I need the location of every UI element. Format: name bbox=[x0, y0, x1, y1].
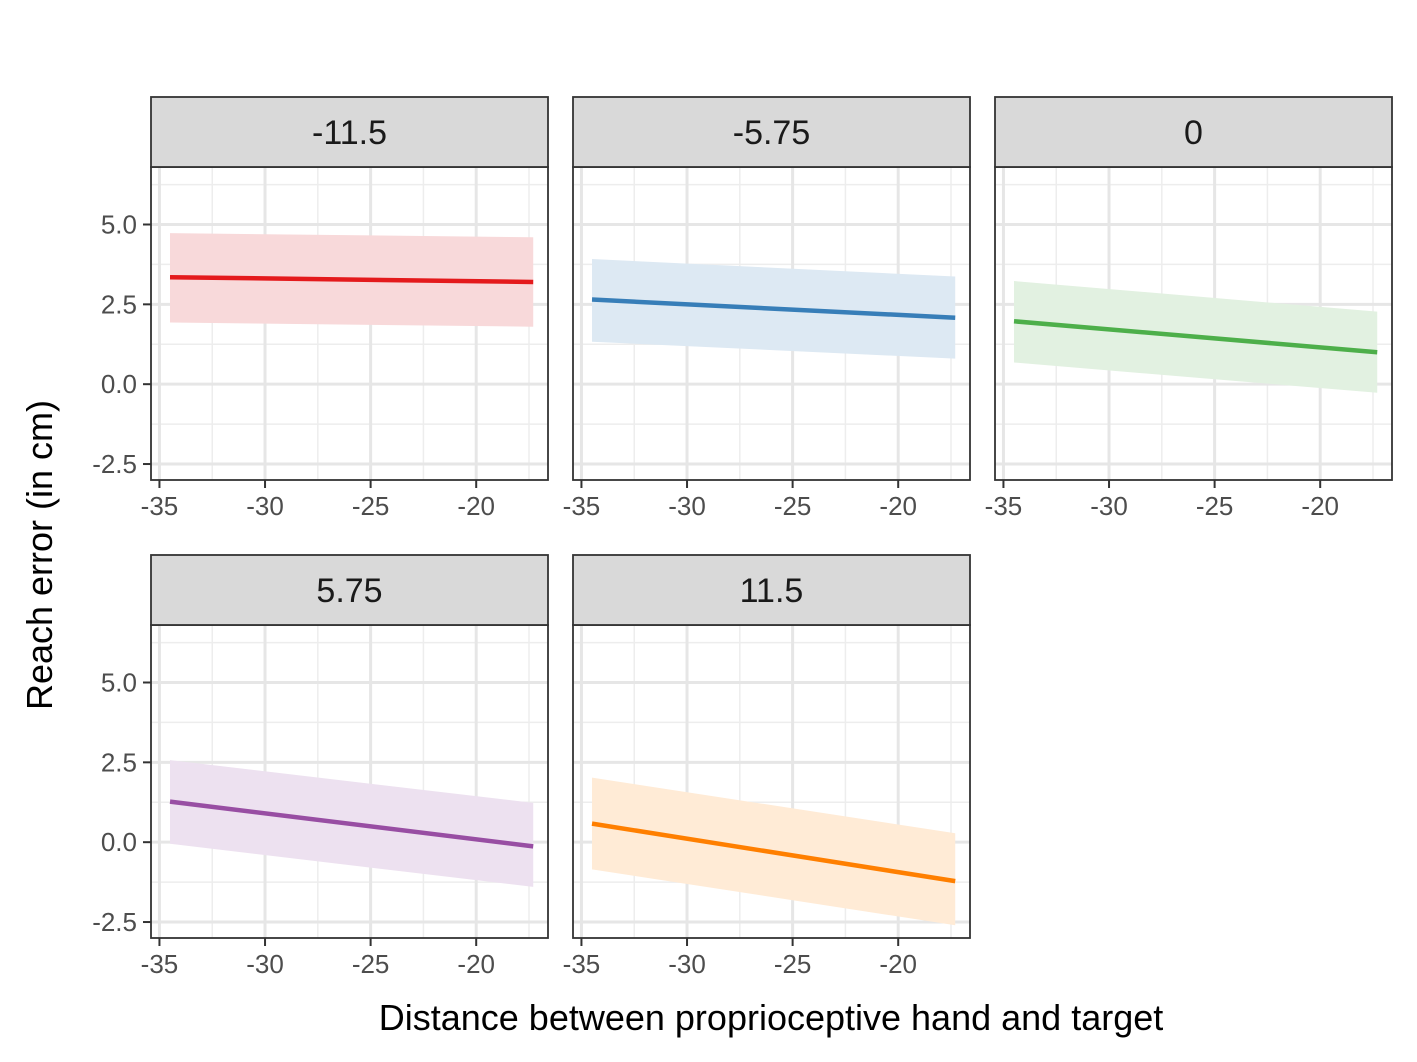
x-tick-label: -25 bbox=[774, 949, 812, 979]
x-axis-title: Distance between proprioceptive hand and… bbox=[379, 997, 1164, 1038]
y-tick-label: -2.5 bbox=[92, 449, 137, 479]
facet-panel-3: 0 -35 -30 -25 -20 bbox=[985, 96, 1393, 521]
x-tick-label: -25 bbox=[352, 949, 390, 979]
x-tick-label: -30 bbox=[246, 491, 284, 521]
y-tick-label: 5.0 bbox=[101, 667, 137, 697]
x-tick-label: -20 bbox=[1301, 491, 1339, 521]
strip-background bbox=[572, 554, 971, 626]
fit-line bbox=[591, 297, 956, 320]
facet-panel-1: -11.5 -35 -30 -25 -20 -2.5 0.0 2.5 5.0 bbox=[92, 96, 549, 521]
x-tick-label: -35 bbox=[141, 491, 179, 521]
x-tick-label: -35 bbox=[985, 491, 1023, 521]
strip-background bbox=[994, 96, 1393, 168]
strip-label: -11.5 bbox=[312, 114, 387, 152]
facet-panel-4: 5.75 -35 -30 -25 -20 -2.5 0.0 2.5 5.0 bbox=[92, 554, 549, 979]
x-tick-label: -25 bbox=[774, 491, 812, 521]
x-tick-label: -25 bbox=[352, 491, 390, 521]
y-tick-label: 2.5 bbox=[101, 747, 137, 777]
x-tick-label: -20 bbox=[879, 491, 917, 521]
y-tick-label: 5.0 bbox=[101, 209, 137, 239]
fit-line bbox=[169, 799, 534, 849]
fit-line bbox=[169, 274, 534, 285]
y-axis-title: Reach error (in cm) bbox=[19, 400, 60, 710]
strip-label: -5.75 bbox=[733, 114, 811, 152]
fit-line bbox=[591, 821, 956, 884]
x-tick-label: -35 bbox=[563, 491, 601, 521]
panels-group: -11.5 -35 -30 -25 -20 -2.5 0.0 2.5 5.0 -5.75 -35 -3… bbox=[92, 96, 1393, 979]
x-tick-label: -30 bbox=[246, 949, 284, 979]
strip-label: 5.75 bbox=[316, 572, 382, 610]
x-tick-label: -30 bbox=[1090, 491, 1128, 521]
x-tick-label: -30 bbox=[668, 491, 706, 521]
x-tick-label: -20 bbox=[457, 491, 495, 521]
facet-panel-2: -5.75 -35 -30 -25 -20 bbox=[563, 96, 971, 521]
x-tick-label: -30 bbox=[668, 949, 706, 979]
y-tick-label: 2.5 bbox=[101, 289, 137, 319]
fit-line bbox=[1013, 319, 1378, 355]
y-tick-label: 0.0 bbox=[101, 369, 137, 399]
strip-label: 11.5 bbox=[740, 572, 804, 610]
y-tick-label: -2.5 bbox=[92, 907, 137, 937]
x-tick-label: -25 bbox=[1196, 491, 1234, 521]
strip-background bbox=[572, 96, 971, 168]
strip-label: 0 bbox=[1184, 114, 1203, 152]
facet-panel-5: 11.5 -35 -30 -25 -20 bbox=[563, 554, 971, 979]
strip-background bbox=[150, 96, 549, 168]
y-tick-label: 0.0 bbox=[101, 827, 137, 857]
x-tick-label: -35 bbox=[141, 949, 179, 979]
x-tick-label: -20 bbox=[879, 949, 917, 979]
x-tick-label: -20 bbox=[457, 949, 495, 979]
x-tick-label: -35 bbox=[563, 949, 601, 979]
strip-background bbox=[150, 554, 549, 626]
